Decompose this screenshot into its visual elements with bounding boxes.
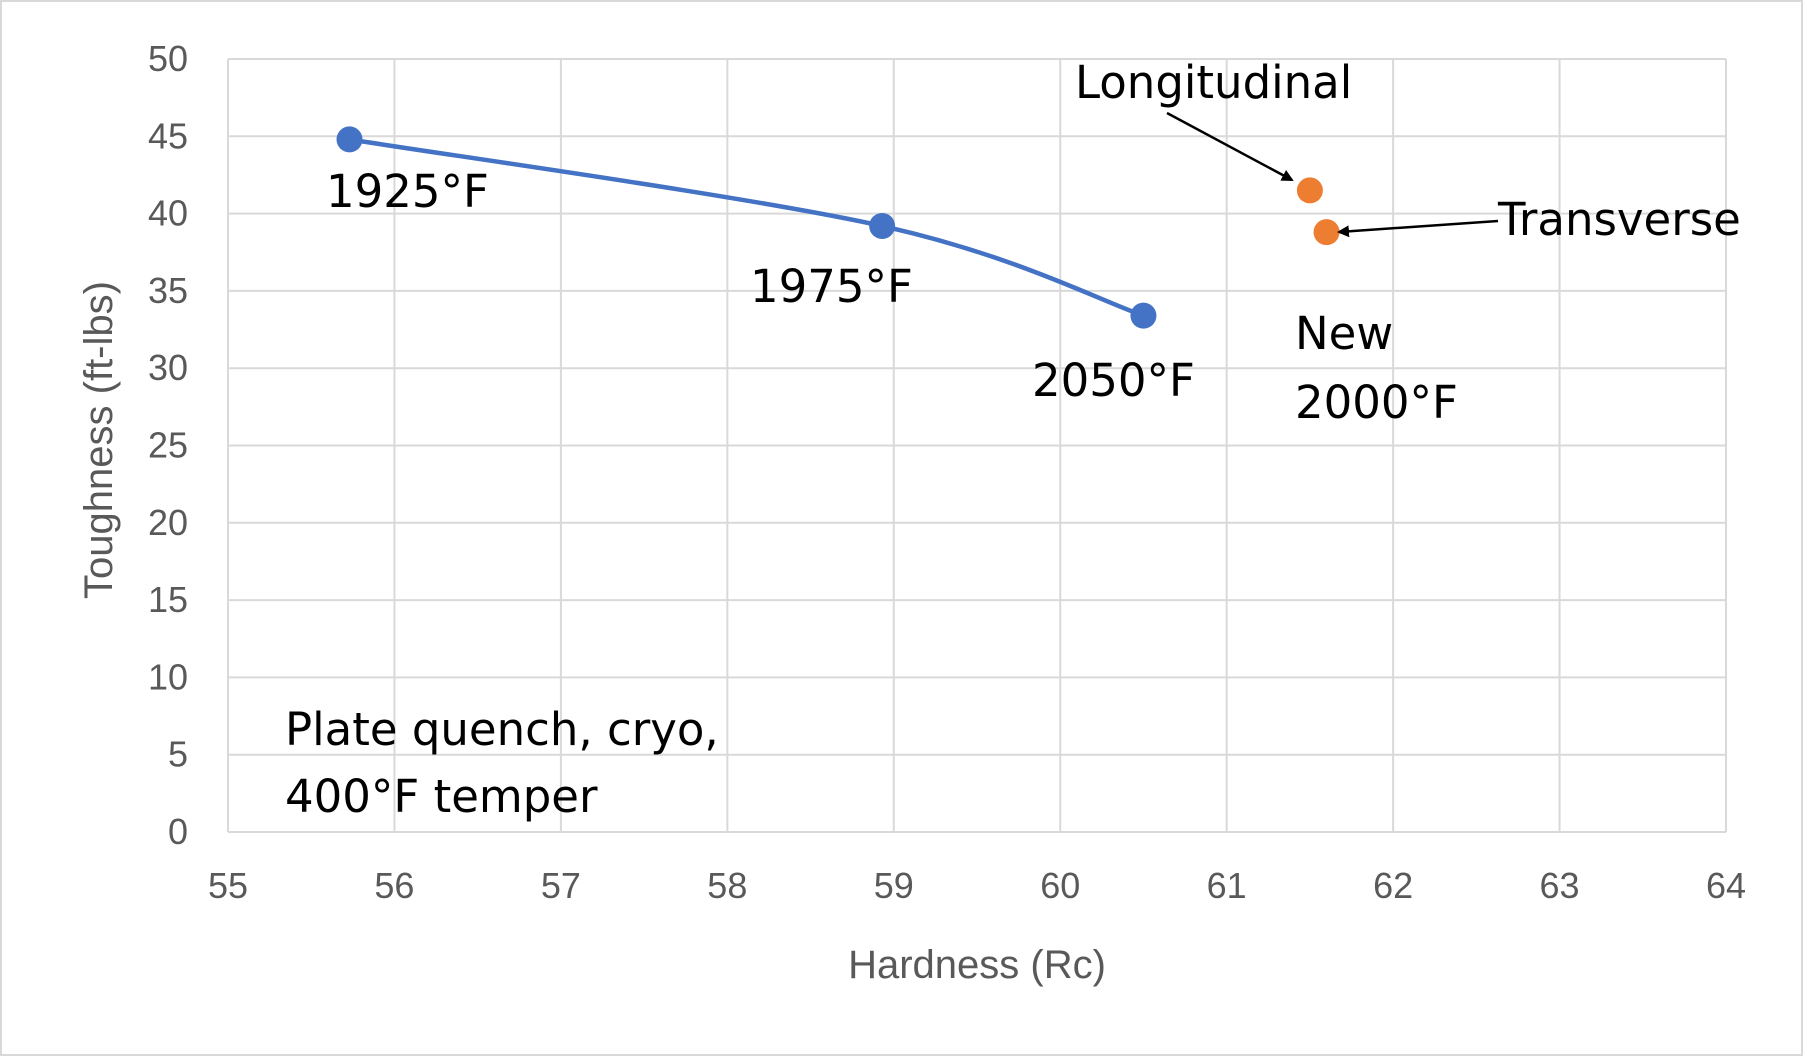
x-tick-label: 56 — [374, 865, 414, 906]
label-longitudinal: Longitudinal — [1075, 56, 1352, 109]
series-1-point-0 — [1296, 177, 1323, 204]
x-tick-label: 59 — [874, 865, 914, 906]
x-tick-label: 61 — [1207, 865, 1247, 906]
x-tick-label: 55 — [208, 865, 248, 906]
y-tick-label: 50 — [148, 38, 188, 79]
data-series — [336, 126, 1340, 329]
y-tick-label: 10 — [148, 656, 188, 697]
y-tick-label: 30 — [148, 347, 188, 388]
series-1-point-1 — [1313, 219, 1340, 246]
label-transverse: Transverse — [1497, 193, 1741, 246]
x-tick-label: 57 — [541, 865, 581, 906]
x-axis-title: Hardness (Rc) — [848, 943, 1106, 987]
y-tick-label: 20 — [148, 502, 188, 543]
process-note-line1: Plate quench, cryo, — [285, 703, 719, 756]
label-2050f: 2050°F — [1032, 354, 1195, 407]
y-tick-label: 45 — [148, 115, 188, 156]
x-tick-label: 58 — [707, 865, 747, 906]
label-new: New — [1295, 307, 1393, 360]
label-2000f: 2000°F — [1295, 376, 1458, 429]
y-tick-label: 40 — [148, 193, 188, 234]
y-tick-label: 25 — [148, 425, 188, 466]
series-0-point-1 — [869, 212, 896, 239]
tick-labels: 55 56 57 58 59 60 61 62 63 64 0 5 10 15 20 25 30 35 40 45 50 — [148, 38, 1746, 906]
label-1975f: 1975°F — [750, 260, 913, 313]
y-tick-label: 15 — [148, 579, 188, 620]
gridlines — [227, 58, 1727, 833]
series-0-line — [349, 137, 1145, 318]
y-axis-title: Toughness (ft-lbs) — [77, 281, 121, 599]
y-tick-label: 35 — [148, 270, 188, 311]
series-0-point-0 — [336, 126, 363, 153]
label-1925f: 1925°F — [326, 165, 489, 218]
x-tick-label: 62 — [1373, 865, 1413, 906]
series-0-point-2 — [1130, 302, 1157, 329]
y-tick-label: 5 — [168, 734, 188, 775]
y-tick-label: 0 — [168, 811, 188, 852]
process-note-line2: 400°F temper — [285, 770, 598, 823]
arrow-transverse — [1337, 219, 1499, 238]
arrow-longitudinal — [1166, 111, 1294, 182]
x-tick-label: 64 — [1706, 865, 1746, 906]
x-tick-label: 60 — [1040, 865, 1080, 906]
x-tick-label: 63 — [1540, 865, 1580, 906]
